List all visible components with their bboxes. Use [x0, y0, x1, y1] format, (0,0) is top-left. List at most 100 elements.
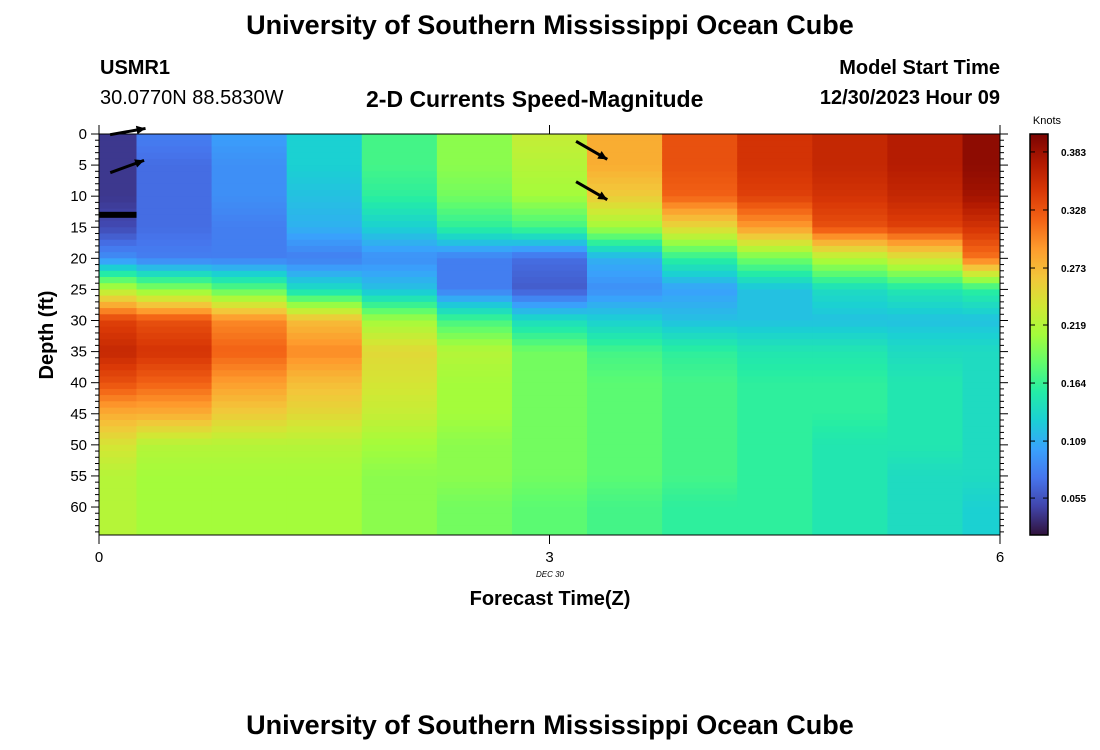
colorbar: Knots 0.055 0.109 0.164 0.219 0.273 0.328 0.38…	[1029, 115, 1086, 536]
heatmap-cell	[662, 183, 738, 191]
heatmap-cell	[962, 221, 1000, 228]
heatmap-cell	[99, 140, 138, 147]
heatmap-cell	[99, 196, 138, 203]
heatmap-cell	[962, 463, 1000, 471]
heatmap-cell	[962, 190, 1000, 197]
heatmap-cell	[99, 482, 138, 489]
heatmap-cell	[286, 264, 363, 272]
heatmap-cell	[812, 301, 888, 309]
heatmap-cell	[737, 525, 813, 533]
heatmap-cell	[436, 227, 513, 235]
heatmap-cell	[436, 314, 513, 322]
heatmap-cell	[512, 227, 588, 235]
heatmap-cell	[887, 475, 964, 483]
heatmap-cell	[887, 301, 964, 309]
heatmap-cell	[361, 270, 438, 278]
heatmap-cell	[887, 190, 964, 197]
page-title: University of Southern Mississippi Ocean…	[246, 10, 854, 40]
heatmap-cell	[211, 165, 288, 172]
heatmap-cell	[962, 158, 1000, 166]
heatmap-cell	[361, 531, 438, 535]
heatmap-cell	[286, 426, 363, 433]
heatmap-cell	[286, 289, 363, 297]
heatmap-cell	[361, 370, 438, 377]
heatmap-cell	[587, 301, 663, 309]
heatmap-cell	[962, 196, 1000, 203]
heatmap-cell	[812, 196, 888, 203]
heatmap-cell	[286, 277, 363, 284]
heatmap-cell	[286, 320, 363, 328]
heatmap-cell	[662, 469, 738, 477]
heatmap-cell	[662, 270, 738, 278]
heatmap-cell	[136, 208, 213, 216]
heatmap-cell	[361, 438, 438, 446]
heatmap-cell	[812, 208, 888, 216]
heatmap-cell	[812, 351, 888, 359]
heatmap-cell	[436, 171, 513, 179]
heatmap-cell	[136, 264, 213, 272]
heatmap-cell	[962, 482, 1000, 489]
heatmap-cell	[587, 525, 663, 533]
heatmap-cell	[286, 494, 363, 502]
colorbar-tick-label: 0.055	[1061, 494, 1086, 505]
heatmap-cell	[587, 308, 663, 315]
heatmap-cell	[812, 283, 888, 290]
heatmap-cell	[662, 345, 738, 353]
heatmap-cell	[887, 500, 964, 508]
heatmap-cell	[887, 283, 964, 290]
heatmap-cell	[512, 190, 588, 197]
heatmap-cell	[361, 283, 438, 290]
colorbar-tick-label: 0.328	[1061, 206, 1086, 217]
heatmap-cell	[662, 320, 738, 328]
heatmap-cell	[812, 158, 888, 166]
heatmap-cell	[812, 239, 888, 247]
heatmap-cell	[662, 401, 738, 409]
heatmap-cell	[962, 140, 1000, 147]
heatmap-cell	[99, 357, 138, 365]
heatmap-cell	[512, 401, 588, 409]
heatmap-cell	[737, 233, 813, 241]
heatmap-cell	[436, 525, 513, 533]
heatmap-cell	[99, 202, 138, 210]
heatmap-cell	[887, 177, 964, 185]
heatmap-cell	[211, 345, 288, 353]
heatmap-cell	[812, 357, 888, 365]
heatmap-cell	[286, 190, 363, 197]
heatmap-cell	[812, 432, 888, 440]
heatmap-cell	[436, 270, 513, 278]
heatmap-cell	[887, 457, 964, 465]
heatmap-cell	[512, 283, 588, 290]
heatmap-cell	[887, 469, 964, 477]
heatmap-cell	[962, 320, 1000, 328]
heatmap-cell	[211, 357, 288, 365]
heatmap-cell	[286, 208, 363, 216]
heatmap-cell	[136, 382, 213, 390]
heatmap-cell	[361, 202, 438, 210]
heatmap-cell	[361, 158, 438, 166]
heatmap-cell	[361, 388, 438, 396]
heatmap-cell	[662, 152, 738, 160]
heatmap-cell	[136, 202, 213, 210]
heatmap-cell	[136, 270, 213, 278]
heatmap-cell	[136, 519, 213, 527]
heatmap-cell	[136, 134, 213, 141]
heatmap-cell	[286, 444, 363, 452]
heatmap-cell	[812, 134, 888, 141]
heatmap-cell	[587, 183, 663, 191]
heatmap-cell	[286, 351, 363, 359]
heatmap-cell	[812, 395, 888, 402]
heatmap-cell	[286, 252, 363, 259]
heatmap-cell	[812, 332, 888, 340]
heatmap-cell	[286, 488, 363, 496]
heatmap-cell	[587, 270, 663, 278]
heatmap-cell	[662, 202, 738, 210]
heatmap-cell	[812, 345, 888, 353]
heatmap-cell	[512, 258, 588, 266]
heatmap-cell	[211, 351, 288, 359]
heatmap-cell	[436, 438, 513, 446]
heatmap-cell	[361, 413, 438, 421]
heatmap-cell	[211, 426, 288, 433]
heatmap-cell	[512, 376, 588, 384]
heatmap-cell	[737, 245, 813, 253]
heatmap-cell	[286, 451, 363, 458]
